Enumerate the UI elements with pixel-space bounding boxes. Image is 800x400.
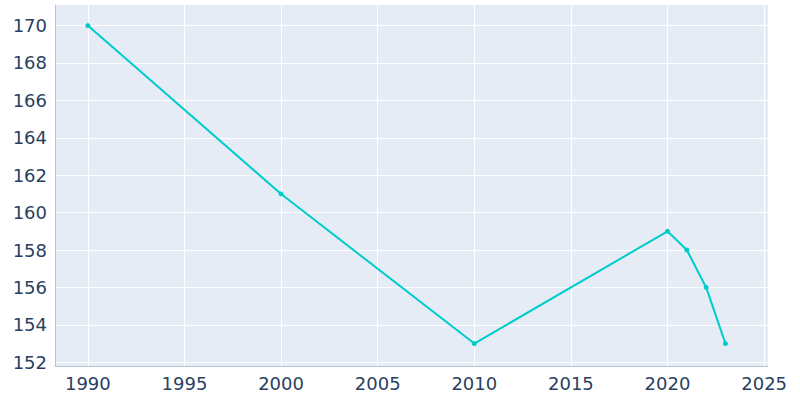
- svg-text:164: 164: [13, 127, 47, 148]
- svg-text:156: 156: [13, 277, 47, 298]
- svg-text:2020: 2020: [645, 373, 691, 394]
- svg-text:1990: 1990: [65, 373, 111, 394]
- svg-text:2025: 2025: [741, 373, 787, 394]
- svg-text:152: 152: [13, 352, 47, 373]
- svg-text:168: 168: [13, 52, 47, 73]
- svg-text:2000: 2000: [258, 373, 304, 394]
- svg-text:160: 160: [13, 202, 47, 223]
- svg-text:170: 170: [13, 15, 47, 36]
- svg-text:2005: 2005: [355, 373, 401, 394]
- svg-text:162: 162: [13, 165, 47, 186]
- svg-text:1995: 1995: [162, 373, 208, 394]
- svg-text:158: 158: [13, 240, 47, 261]
- svg-text:2015: 2015: [548, 373, 594, 394]
- svg-text:166: 166: [13, 90, 47, 111]
- svg-text:154: 154: [13, 314, 47, 335]
- svg-text:2010: 2010: [451, 373, 497, 394]
